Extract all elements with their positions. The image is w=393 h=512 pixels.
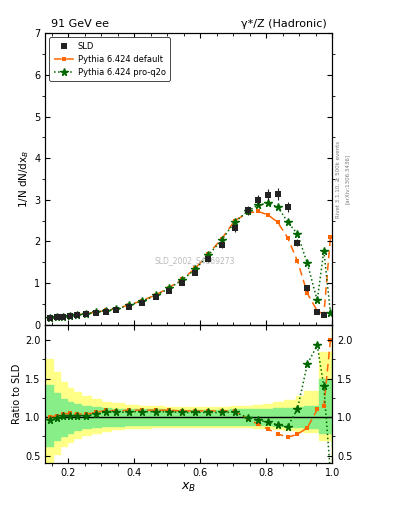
Text: γ*/Z (Hadronic): γ*/Z (Hadronic) — [241, 19, 326, 29]
X-axis label: $x_B$: $x_B$ — [181, 481, 196, 494]
Text: Rivet 3.1.10, ≥ 500k events: Rivet 3.1.10, ≥ 500k events — [336, 141, 341, 218]
Y-axis label: Ratio to SLD: Ratio to SLD — [12, 364, 22, 424]
Text: 91 GeV ee: 91 GeV ee — [51, 19, 109, 29]
Text: [arXiv:1306.3436]: [arXiv:1306.3436] — [345, 154, 350, 204]
Text: SLD_2002_S4869273: SLD_2002_S4869273 — [154, 256, 235, 265]
Legend: SLD, Pythia 6.424 default, Pythia 6.424 pro-q2o: SLD, Pythia 6.424 default, Pythia 6.424 … — [50, 37, 170, 81]
Y-axis label: 1/N dN/dx$_B$: 1/N dN/dx$_B$ — [18, 150, 31, 208]
